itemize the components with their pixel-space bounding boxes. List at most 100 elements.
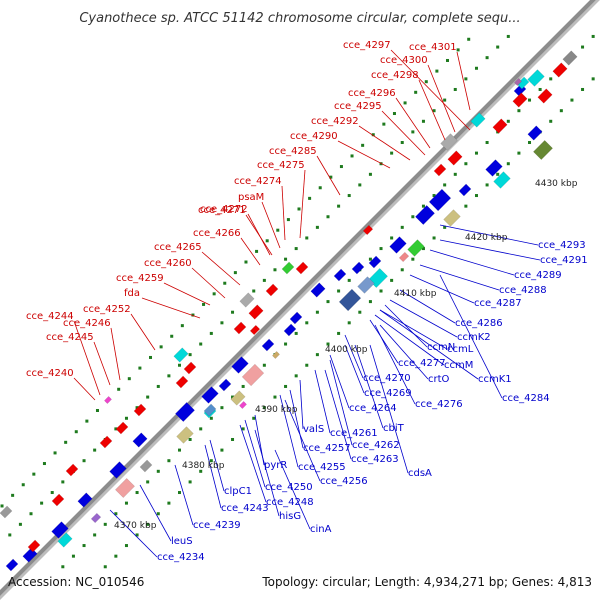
gene-feature[interactable] (0, 505, 13, 519)
reverse-gene-label[interactable]: ccmN (427, 342, 455, 353)
forward-gene-label[interactable]: cce_4295 (334, 101, 382, 112)
gene-feature[interactable] (176, 426, 194, 444)
gene-feature[interactable] (201, 386, 219, 404)
reverse-gene-label[interactable]: cce_4269 (364, 388, 412, 399)
forward-gene-label[interactable]: cce_4246 (63, 318, 111, 329)
reverse-gene-label[interactable]: ccmM (444, 360, 473, 371)
reverse-gene-label[interactable]: cce_4284 (502, 393, 550, 404)
gene-feature[interactable] (333, 268, 347, 282)
reverse-gene-label[interactable]: cinA (310, 524, 332, 535)
forward-gene-label[interactable]: cce_4297 (343, 40, 391, 51)
reverse-gene-label[interactable]: cce_4262 (352, 440, 400, 451)
reverse-gene-label[interactable]: cbiT (383, 423, 405, 434)
reverse-gene-label[interactable]: ccmK1 (478, 374, 512, 385)
forward-gene-label[interactable]: cce_4290 (290, 131, 338, 142)
gene-feature[interactable] (183, 361, 197, 375)
forward-gene-label[interactable]: cce_4252 (83, 304, 131, 315)
forward-gene-label[interactable]: cce_4259 (116, 273, 164, 284)
forward-gene-label[interactable]: cce_4298 (371, 70, 419, 81)
gene-feature[interactable] (458, 183, 472, 197)
reverse-gene-label[interactable]: clpC1 (224, 486, 252, 497)
forward-gene-label[interactable]: cce_4265 (154, 242, 202, 253)
gene-feature[interactable] (512, 92, 528, 108)
reverse-gene-label[interactable]: cce_4289 (514, 270, 562, 281)
gene-feature[interactable] (289, 311, 303, 325)
reverse-gene-label[interactable]: cce_4263 (351, 454, 399, 465)
gene-feature[interactable] (173, 347, 189, 363)
reverse-gene-label[interactable]: cce_4239 (193, 520, 241, 531)
gene-feature[interactable] (295, 261, 309, 275)
gene-feature[interactable] (527, 69, 545, 87)
reverse-gene-label[interactable]: cce_4261 (330, 428, 378, 439)
reverse-gene-label[interactable]: cce_4255 (298, 462, 346, 473)
gene-feature[interactable] (357, 276, 375, 294)
reverse-gene-label[interactable]: crtO (428, 374, 450, 385)
forward-gene-label[interactable]: cce_4271 (198, 205, 246, 216)
reverse-gene-label[interactable]: cce_4276 (415, 399, 463, 410)
reverse-gene-label[interactable]: pyrR (264, 460, 287, 471)
reverse-gene-label[interactable]: cce_4293 (538, 240, 586, 251)
gene-feature[interactable] (132, 432, 148, 448)
gene-feature[interactable] (428, 188, 452, 212)
gene-feature[interactable] (389, 236, 407, 254)
forward-gene-label[interactable]: cce_4296 (348, 88, 396, 99)
gene-feature[interactable] (447, 150, 463, 166)
gene-feature[interactable] (109, 461, 127, 479)
reverse-gene-label[interactable]: leuS (171, 536, 193, 547)
forward-gene-label[interactable]: cce_4285 (269, 146, 317, 157)
gene-feature[interactable] (283, 323, 297, 337)
reverse-gene-label[interactable]: cdsA (408, 468, 432, 479)
gene-feature[interactable] (443, 209, 461, 227)
forward-gene-label[interactable]: cce_4274 (234, 176, 282, 187)
gene-feature[interactable] (351, 261, 365, 275)
gene-feature[interactable] (362, 224, 374, 236)
gene-feature[interactable] (310, 282, 326, 298)
forward-gene-label[interactable]: fda (124, 288, 140, 299)
gene-feature[interactable] (338, 288, 362, 312)
forward-gene-label[interactable]: cce_4301 (409, 42, 457, 53)
gene-feature[interactable] (415, 205, 435, 225)
gene-feature[interactable] (398, 251, 410, 263)
gene-feature[interactable] (115, 478, 135, 498)
gene-feature[interactable] (514, 78, 522, 86)
forward-gene-label[interactable]: cce_4260 (144, 258, 192, 269)
forward-gene-label[interactable]: cce_4266 (193, 228, 241, 239)
gene-feature[interactable] (5, 558, 19, 572)
gene-feature[interactable] (51, 493, 65, 507)
reverse-gene-label[interactable]: cce_4243 (221, 503, 269, 514)
gene-feature[interactable] (493, 171, 511, 189)
gene-feature[interactable] (175, 402, 195, 422)
gene-feature[interactable] (233, 321, 247, 335)
gene-feature[interactable] (218, 378, 232, 392)
gene-feature[interactable] (492, 118, 508, 134)
reverse-gene-label[interactable]: valS (303, 424, 324, 435)
forward-gene-label[interactable]: cce_4240 (26, 368, 74, 379)
forward-gene-label[interactable]: cce_4300 (380, 55, 428, 66)
gene-feature[interactable] (77, 492, 93, 508)
gene-feature[interactable] (407, 239, 425, 257)
forward-gene-label[interactable]: cce_4245 (46, 332, 94, 343)
gene-feature[interactable] (239, 292, 255, 308)
reverse-gene-label[interactable]: cce_4287 (474, 298, 522, 309)
gene-feature[interactable] (562, 50, 578, 66)
gene-feature[interactable] (231, 356, 249, 374)
gene-feature[interactable] (239, 401, 247, 409)
reverse-gene-label[interactable]: hisG (279, 511, 301, 522)
reverse-gene-label[interactable]: cce_4288 (499, 285, 547, 296)
gene-feature[interactable] (115, 421, 129, 435)
reverse-gene-label[interactable]: cce_4256 (320, 476, 368, 487)
gene-feature[interactable] (99, 435, 113, 449)
gene-feature[interactable] (230, 390, 246, 406)
gene-feature[interactable] (104, 396, 112, 404)
reverse-gene-label[interactable]: ccmL (447, 344, 474, 355)
gene-feature[interactable] (51, 521, 69, 539)
gene-feature[interactable] (368, 255, 382, 269)
gene-feature[interactable] (248, 304, 264, 320)
gene-feature[interactable] (265, 283, 279, 297)
gene-feature[interactable] (90, 512, 102, 524)
gene-feature[interactable] (533, 140, 553, 160)
gene-feature[interactable] (241, 363, 265, 387)
reverse-gene-label[interactable]: cce_4234 (157, 552, 205, 563)
gene-feature[interactable] (27, 539, 41, 553)
reverse-gene-label[interactable]: cce_4270 (363, 373, 411, 384)
